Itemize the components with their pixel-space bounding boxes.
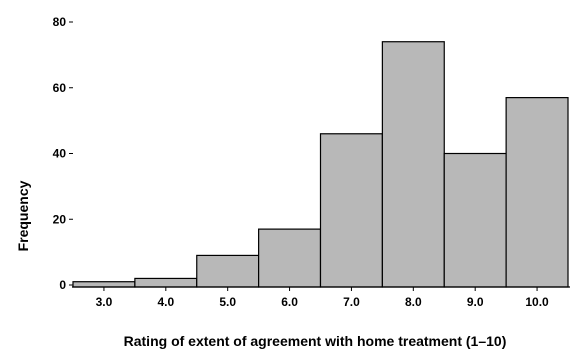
y-tick-label-40: 40 [53, 147, 67, 161]
x-tick-label-10.0: 10.0 [525, 295, 549, 309]
bar-10.0 [505, 97, 569, 288]
bar-9.0 [443, 152, 507, 288]
y-tick-label-60: 60 [53, 81, 67, 95]
bar-7.0 [319, 133, 383, 288]
x-axis-title: Rating of extent of agreement with home … [124, 333, 507, 349]
x-tick-label-5.0: 5.0 [219, 295, 236, 309]
x-tick-label-3.0: 3.0 [96, 295, 113, 309]
bar-4.0 [134, 277, 198, 288]
y-axis-title: Frequency [15, 180, 31, 251]
y-ticks-group: 0 20 40 60 80 [53, 15, 73, 292]
x-tick-label-6.0: 6.0 [281, 295, 298, 309]
bar-8.0 [381, 41, 445, 288]
x-tick-label-9.0: 9.0 [467, 295, 484, 309]
bar-6.0 [258, 228, 322, 288]
bars-group [72, 41, 569, 288]
x-tick-label-7.0: 7.0 [343, 295, 360, 309]
y-tick-label-0: 0 [59, 278, 66, 292]
bar-5.0 [196, 254, 260, 288]
y-tick-label-80: 80 [53, 15, 67, 29]
x-tick-label-4.0: 4.0 [157, 295, 174, 309]
x-ticks-group: 3.0 4.0 5.0 6.0 7.0 8.0 9.0 10.0 [96, 287, 549, 309]
x-tick-label-8.0: 8.0 [405, 295, 422, 309]
bar-3.0 [72, 281, 136, 288]
y-tick-label-20: 20 [53, 212, 67, 226]
